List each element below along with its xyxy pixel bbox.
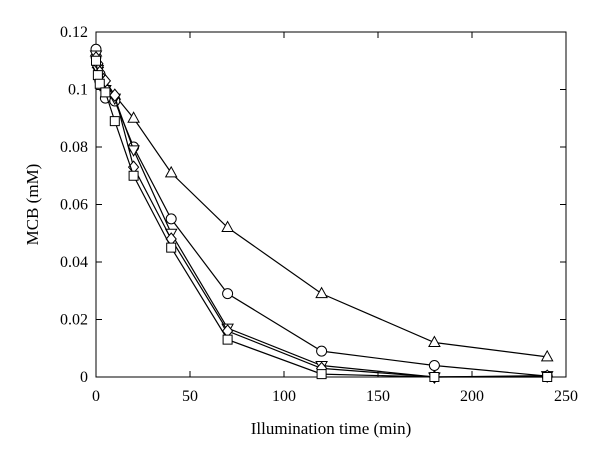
data-point [100, 87, 111, 98]
y-axis-ticks: 0 0.02 0.04 0.06 0.08 0.1 0.12 [60, 24, 566, 386]
data-point [542, 372, 553, 382]
data-point [540, 349, 554, 362]
x-tick-label: 200 [460, 388, 484, 405]
series-line-circle [95, 49, 548, 377]
y-tick-label: 0.12 [60, 24, 88, 41]
data-series [89, 43, 554, 385]
series-square [91, 55, 553, 382]
y-tick-label: 0.02 [60, 312, 88, 329]
data-point [428, 360, 440, 371]
plot-frame [95, 31, 567, 378]
data-point [166, 242, 177, 253]
data-point [94, 78, 105, 89]
y-tick-label: 0.1 [68, 82, 88, 99]
data-point [127, 111, 140, 123]
data-point [221, 220, 234, 232]
data-point [428, 335, 441, 347]
y-axis-title: MCB (mM) [23, 164, 42, 246]
x-tick-label: 100 [272, 388, 296, 405]
y-tick-label: 0 [80, 369, 88, 386]
y-tick-label: 0.08 [60, 139, 88, 156]
data-point [109, 88, 121, 103]
plot-area-border [95, 31, 567, 378]
data-point [222, 334, 233, 345]
y-tick-label: 0.04 [60, 254, 88, 271]
data-point [315, 286, 328, 299]
x-tick-label: 0 [92, 388, 100, 405]
data-point [127, 145, 140, 157]
data-point [222, 288, 234, 300]
data-point [92, 70, 103, 81]
data-point [164, 165, 178, 178]
data-point [128, 170, 139, 181]
x-axis-ticks: 0 50 100 150 200 250 [92, 32, 578, 405]
x-tick-label: 250 [554, 388, 578, 405]
x-tick-label: 50 [182, 388, 198, 405]
series-circle [90, 43, 553, 382]
x-tick-label: 150 [366, 388, 390, 405]
x-axis-title: Illumination time (min) [251, 419, 412, 438]
y-tick-label: 0.06 [60, 197, 88, 214]
data-point [109, 116, 120, 127]
data-point [429, 372, 440, 382]
data-point [316, 345, 328, 357]
data-point [165, 213, 177, 225]
data-point [91, 55, 101, 66]
series-line-square [95, 60, 548, 378]
series-line-triangle-down [95, 54, 548, 378]
series-triangle-up [89, 45, 554, 362]
data-point [316, 369, 327, 380]
series-diamond [90, 51, 553, 384]
